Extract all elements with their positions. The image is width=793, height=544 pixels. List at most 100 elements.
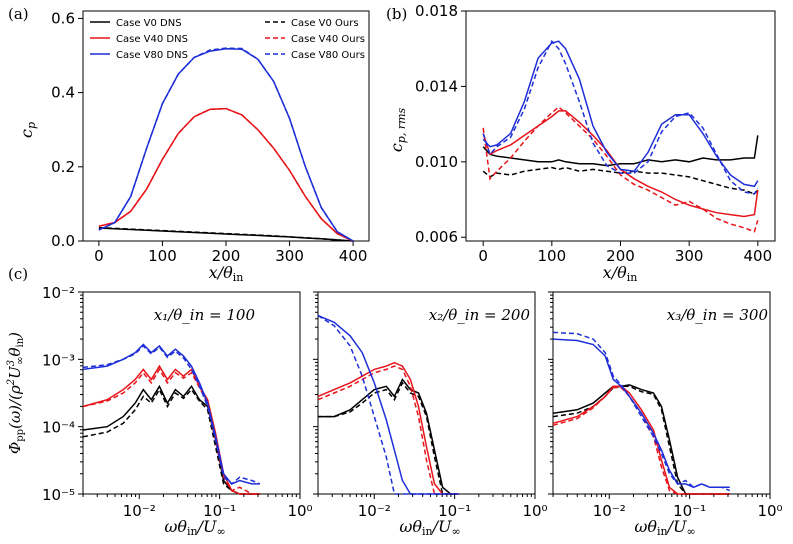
y-ticks-b: 0.006 0.010 0.014 0.018 [415,2,466,246]
panel-label-a: (a) [8,5,29,23]
series-group-c3 [552,331,731,495]
chart-panel-b: 0 100 200 300 400 0.006 0.010 0.014 0.018 x/θin… [387,2,776,284]
x-tick-label: 200 [606,247,635,265]
x-ticks-b: 0 100 200 300 400 [478,241,772,265]
x-tick-label: 100 [538,247,567,265]
y-tick-label: 0.006 [415,228,458,246]
y-tick-label: 0.018 [415,2,458,20]
x-tick-label: 400 [744,247,773,265]
y-tick-label: 0.4 [51,84,75,102]
x-tick-label: 300 [675,247,704,265]
legend-label-v0-dns: Case V0 DNS [116,18,182,29]
plot-frame-c1 [82,291,301,495]
legend-a: Case V0 DNS Case V40 DNS Case V80 DNS Ca… [90,18,365,61]
series-line-case-v0-ours [552,385,730,495]
y-tick-label: 10⁻⁵ [42,486,75,504]
x-tick-label: 400 [339,247,368,265]
x-tick-label: 100 [148,247,177,265]
series-group-a [98,47,354,242]
y-tick-label: 0.2 [51,158,75,176]
series-line-case-v80-dns [98,48,354,242]
y-ticks-c3 [548,291,553,495]
y-tick-label: 0.0 [51,232,75,250]
y-axis-title-a: cp [17,122,38,138]
series-line-case-v0-dns [482,135,759,167]
y-tick-label: 10⁻² [42,284,75,302]
x-ticks-c1: 10⁻² 10⁻¹ 10⁰ [82,494,313,520]
legend-label-v80-dns: Case V80 DNS [116,50,188,61]
legend-label-v80-ours: Case V80 Ours [291,50,365,61]
x-tick-label: 10⁻¹ [673,502,706,520]
plot-frame-b [465,10,776,242]
series-line-case-v40-ours [552,386,730,495]
y-ticks-a: 0.0 0.2 0.4 0.6 [51,9,83,250]
legend-label-v40-ours: Case V40 Ours [291,34,365,45]
series-line-case-v40-ours [482,106,759,233]
legend-label-v0-ours: Case V0 Ours [291,18,359,29]
series-line-case-v80-dns [482,40,759,188]
y-axis-title-c: Φpp(ω)/(ρ2U3∞θin) [6,332,26,454]
series-line-case-v40-ours [82,367,260,495]
y-ticks-c2 [313,291,318,495]
x-tick-label: 0 [478,247,488,265]
chart-panel-c3: 10⁻² 10⁻¹ 10⁰ x₃/θ_in = 300 ωθin/U∞ [548,291,783,538]
chart-panel-a: 0 100 200 300 400 0.0 0.2 0.4 0.6 Case V0 DNS C… [17,9,370,284]
series-line-case-v80-ours [482,39,759,195]
legend-label-v40-dns: Case V40 DNS [116,34,188,45]
x-axis-title-c1: ωθin/U∞ [164,517,225,538]
y-tick-label: 0.010 [415,153,458,171]
chart-panel-c2: 10⁻² 10⁻¹ 10⁰ x₂/θ_in = 200 ωθin/U∞ [313,291,548,538]
x-ticks-c2: 10⁻² 10⁻¹ 10⁰ [317,494,548,520]
x-tick-label: 200 [212,247,241,265]
annotation-c2: x₂/θ_in = 200 [429,306,531,324]
series-group-b [482,39,759,233]
x-tick-label: 10⁻¹ [203,502,236,520]
x-tick-label: 10⁻² [358,502,391,520]
x-tick-label: 10⁰ [522,502,547,520]
x-axis-title-c2: ωθin/U∞ [399,517,460,538]
x-tick-label: 10⁰ [757,502,782,520]
x-tick-label: 10⁻² [123,502,156,520]
series-line-case-v0-ours [98,226,354,242]
x-axis-title-a: x/θin [209,263,244,284]
x-tick-label: 0 [94,247,104,265]
y-ticks-c1: 10⁻⁵ 10⁻⁴ 10⁻³ 10⁻² [42,284,83,504]
x-tick-label: 10⁻² [593,502,626,520]
annotation-c3: x₃/θ_in = 300 [667,306,769,324]
y-tick-label: 0.014 [415,77,458,95]
y-tick-label: 10⁻⁴ [42,419,75,437]
x-axis-title-c3: ωθin/U∞ [634,517,695,538]
series-line-case-v0-dns [82,384,260,495]
y-tick-label: 0.6 [51,9,75,27]
series-line-case-v80-ours [98,47,354,242]
y-tick-label: 10⁻³ [42,351,75,369]
series-line-case-v80-dns [317,314,459,495]
plot-frame-c3 [552,291,771,495]
series-line-case-v40-dns [98,107,354,242]
x-ticks-c3: 10⁻² 10⁻¹ 10⁰ [552,494,783,520]
series-group-c2 [317,314,459,495]
series-line-case-v40-dns [552,385,730,495]
series-line-case-v0-dns [552,384,730,495]
annotation-c1: x₁/θ_in = 100 [154,306,256,324]
series-line-case-v0-ours [82,388,260,495]
x-axis-title-b: x/θin [603,263,638,284]
panel-label-c: (c) [8,265,28,283]
series-line-case-v40-dns [317,361,459,495]
x-tick-label: 10⁰ [287,502,312,520]
series-group-c1 [82,343,261,495]
x-ticks-a: 0 100 200 300 400 [94,241,367,265]
y-axis-title-b: cp, rms [387,107,408,152]
series-line-case-v80-ours [82,344,261,485]
series-line-case-v0-dns [318,378,459,495]
series-line-case-v40-ours [98,107,354,242]
series-line-case-v80-dns [82,343,260,485]
plot-frame-a [82,10,370,242]
series-line-case-v0-ours [318,381,459,495]
series-line-case-v80-ours [552,331,731,492]
chart-panel-c1: 10⁻² 10⁻¹ 10⁰ 10⁻⁵ 10⁻⁴ 10⁻³ 10⁻² x₁/θ_in = 1… [6,284,313,538]
series-line-case-v80-dns [552,338,730,489]
series-line-case-v0-ours [482,166,759,195]
x-tick-label: 10⁻¹ [438,502,471,520]
